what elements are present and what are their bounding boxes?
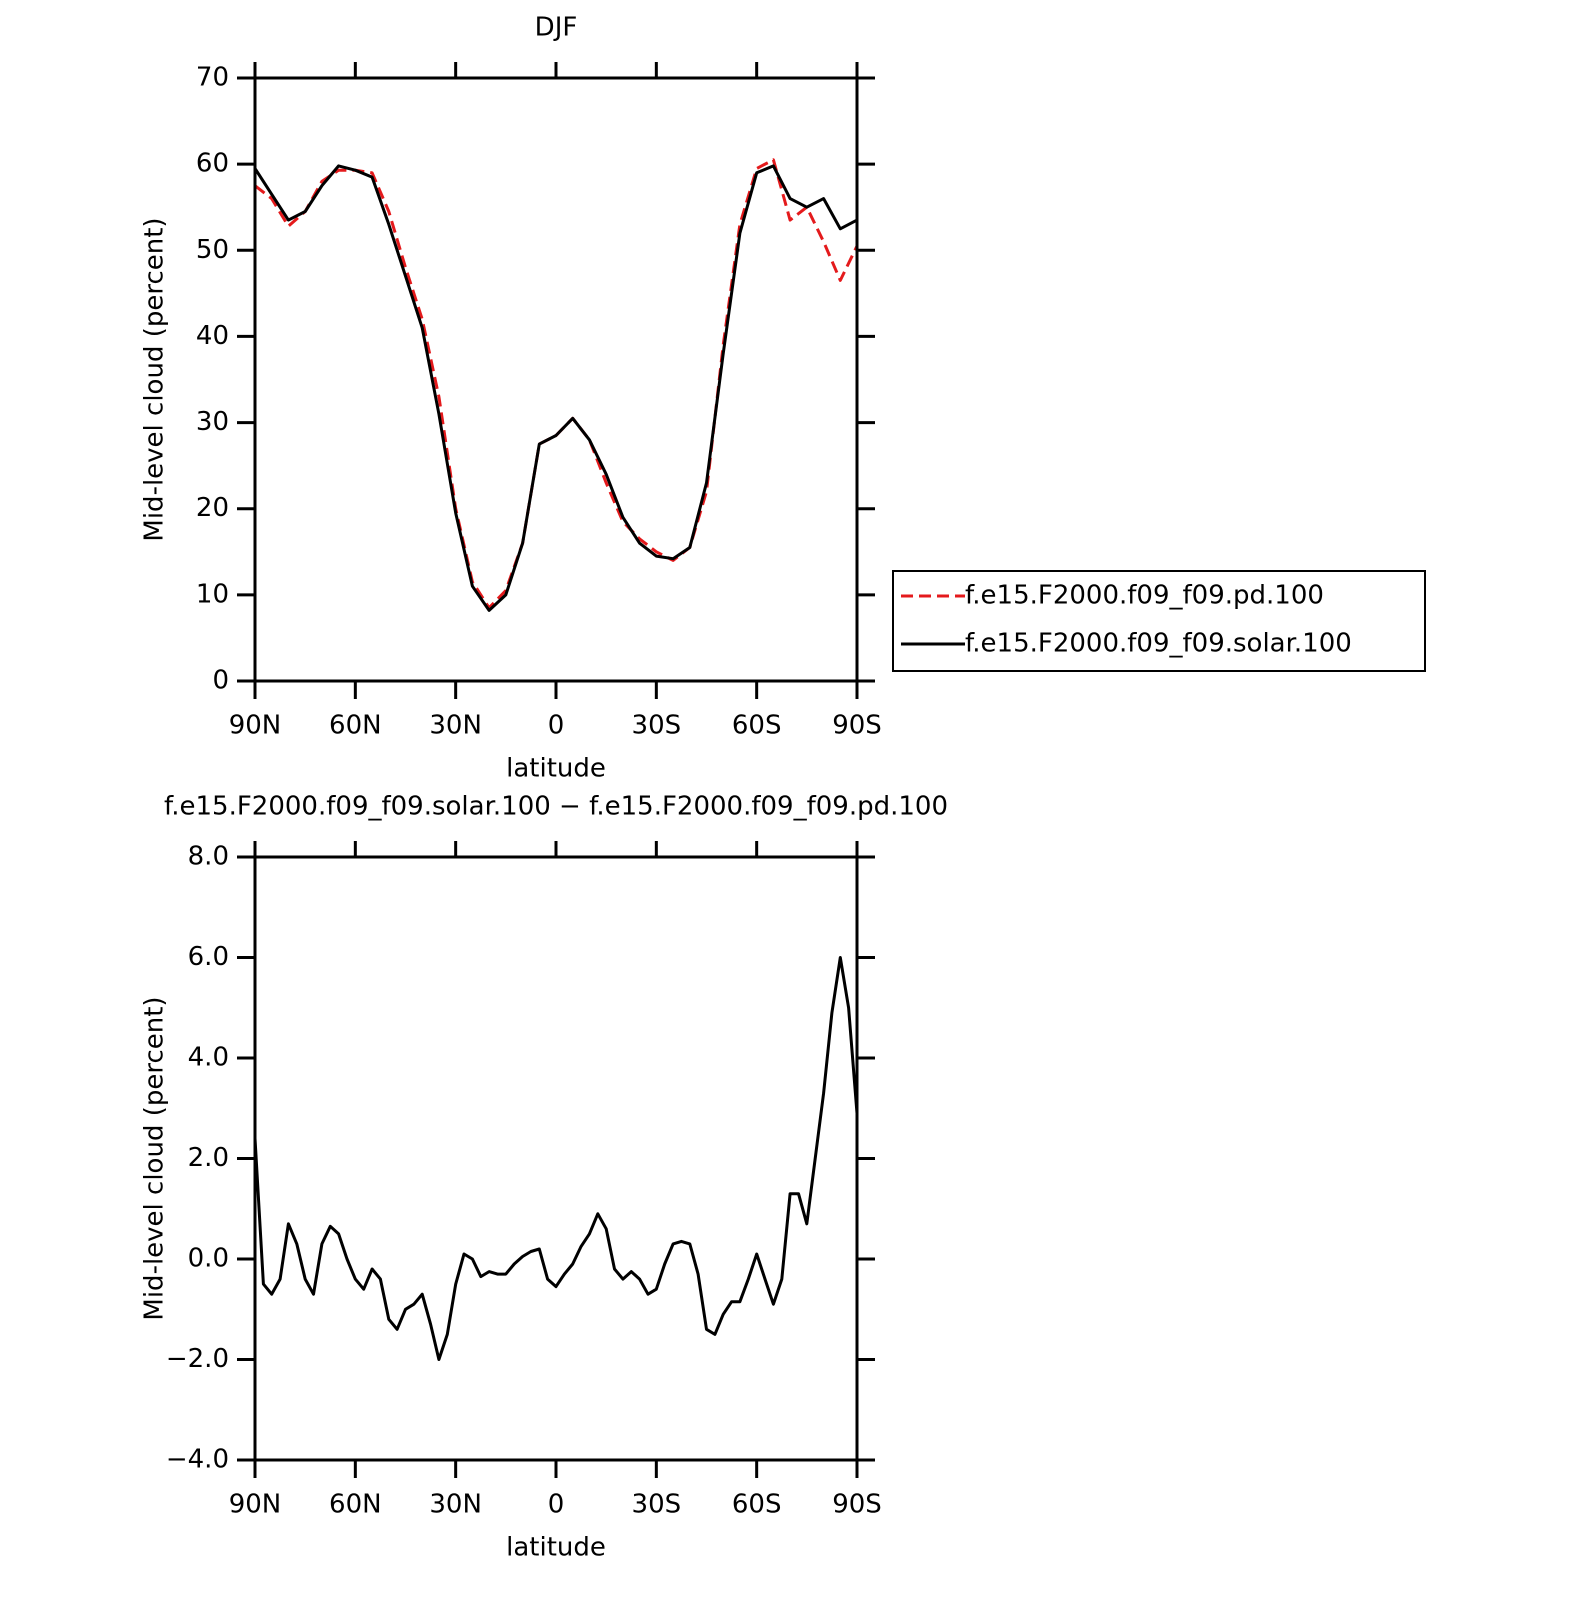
x-tick-label: 90S [832,1490,882,1520]
y-tick-label: −4.0 [166,1445,229,1475]
y-tick-label: 40 [196,321,229,351]
y-tick-label: 0 [212,666,229,696]
x-tick-label: 30N [429,711,482,741]
y-tick-label: 2.0 [188,1143,229,1173]
y-tick-label: 20 [196,493,229,523]
data-line [254,158,859,610]
y-tick-label: 50 [196,235,229,265]
legend-label: f.e15.F2000.f09_f09.solar.100 [965,629,1352,659]
x-tick-label: 90N [229,711,282,741]
data-line [253,956,859,1361]
x-tick-label: 90N [229,1490,282,1520]
data-line [253,164,858,612]
x-tick-label: 60S [732,711,782,741]
y-axis-label: Mid-level cloud (percent) [140,996,170,1320]
x-tick-label: 60N [329,711,382,741]
chart-title: DJF [535,13,578,43]
x-tick-label: 60S [732,1490,782,1520]
x-tick-label: 60N [329,1490,382,1520]
chart-title: f.e15.F2000.f09_f09.solar.100 − f.e15.F2… [164,792,948,822]
y-tick-label: 70 [196,63,229,93]
y-axis-label: Mid-level cloud (percent) [140,217,170,541]
x-tick-label: 30S [632,1490,682,1520]
y-tick-label: 30 [196,407,229,437]
x-axis-label: latitude [506,754,606,784]
x-tick-label: 0 [548,711,565,741]
x-axis-label: latitude [506,1533,606,1563]
y-tick-label: 6.0 [188,942,229,972]
legend-box [892,570,1426,672]
y-tick-label: 4.0 [188,1043,229,1073]
x-tick-label: 0 [548,1490,565,1520]
x-tick-label: 90S [832,711,882,741]
y-tick-label: −2.0 [166,1344,229,1374]
legend-label: f.e15.F2000.f09_f09.pd.100 [965,581,1324,611]
y-tick-label: 8.0 [188,842,229,872]
x-tick-label: 30N [429,1490,482,1520]
plot-frame [253,855,859,1462]
y-tick-label: 0.0 [188,1244,229,1274]
y-tick-label: 60 [196,149,229,179]
y-tick-label: 10 [196,579,229,609]
plot-frame [253,76,859,683]
x-tick-label: 30S [632,711,682,741]
